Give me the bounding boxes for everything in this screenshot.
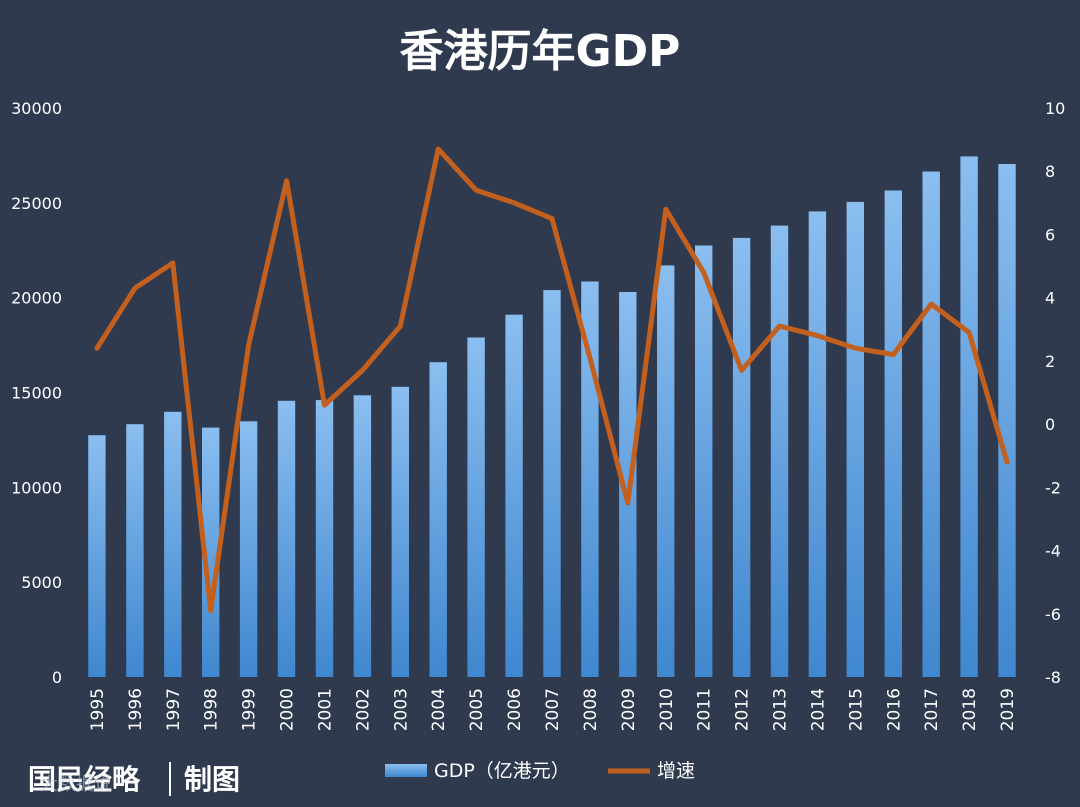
right-axis-tick-label: 0 [1045,415,1055,434]
gdp-bar [240,421,257,677]
gdp-bar [960,156,977,677]
left-axis-tick-label: 30000 [11,99,62,118]
x-axis-tick-label: 2002 [353,688,373,731]
x-axis-tick-label: 2004 [429,688,449,731]
right-axis-tick-label: 6 [1045,225,1055,244]
x-axis-tick-label: 2006 [505,688,525,731]
legend-line-label: 增速 [657,760,695,782]
gdp-bar [467,338,484,678]
x-axis-tick-label: 2013 [771,688,791,731]
x-axis-tick-label: 2009 [619,688,639,731]
gdp-bar [316,400,333,677]
left-axis-tick-label: 15000 [11,384,62,403]
gdp-bar [430,362,447,677]
x-axis-tick-label: 2000 [278,688,298,731]
bars-layer [88,156,1016,677]
left-axis-tick-label: 5000 [21,573,62,592]
x-axis-tick-label: 2019 [998,688,1018,731]
gdp-bar [543,290,560,677]
legend-bar-swatch [385,764,427,777]
x-axis-tick-label: 2012 [733,688,753,731]
right-axis-tick-label: -8 [1045,668,1061,687]
x-axis-tick-label: 2007 [543,688,563,731]
x-axis-tick-label: 2011 [695,688,715,731]
gdp-bar [809,211,826,677]
x-axis-tick-label: 1995 [88,688,108,731]
left-axis-tick-label: 25000 [11,194,62,213]
gdp-bar [392,387,409,677]
gdp-bar [695,246,712,678]
legend-bar-label: GDP（亿港元） [434,760,570,782]
gdp-bar [126,424,143,677]
right-axis-tick-label: 4 [1045,289,1055,308]
legend: GDP（亿港元） 增速 [385,760,695,782]
gdp-bar [847,202,864,677]
x-axis-tick-label: 2016 [884,688,904,731]
x-axis-tick-label: 2001 [316,688,336,731]
x-axis-tick-label: 2003 [391,688,411,731]
gdp-bar [771,226,788,677]
x-axis-tick-label: 2005 [467,688,487,731]
x-axis-tick-label: 2017 [922,688,942,731]
gdp-bar [657,265,674,677]
x-axis-tick-label: 2008 [581,688,601,731]
gdp-bar [885,191,902,678]
left-axis-tick-label: 10000 [11,478,62,497]
gdp-bar [998,164,1015,677]
x-axis-tick-label: 2015 [846,688,866,731]
gdp-bar [278,401,295,677]
right-axis-tick-label: 8 [1045,162,1055,181]
x-axis-tick-label: 2010 [657,688,677,731]
gdp-bar [164,412,181,677]
x-axis: 1995 1996 1997 1998 1999 2000 2001 2002 2003 2004… [88,688,1018,731]
right-axis-tick-label: -4 [1045,542,1061,561]
credit-watermark: 大数据说 [40,774,112,795]
right-axis-tick-label: -6 [1045,605,1061,624]
gdp-bar [88,435,105,677]
right-axis-tick-label: 10 [1045,99,1065,118]
left-axis-tick-label: 20000 [11,289,62,308]
x-axis-tick-label: 1997 [164,688,184,731]
right-axis-tick-label: 2 [1045,352,1055,371]
chart-title: 香港历年GDP [400,26,681,77]
credit: 国民经略 制图 大数据说 [28,762,240,796]
x-axis-tick-label: 1996 [126,688,146,731]
gdp-bar [354,395,371,677]
credit-right: 制图 [184,763,240,796]
left-axis-tick-label: 0 [52,668,62,687]
x-axis-tick-label: 1999 [240,688,260,731]
gdp-bar [505,315,522,677]
right-axis: -8 -6 -4 -2 0 2 4 6 8 10 [1045,99,1065,687]
x-axis-tick-label: 1998 [202,688,222,731]
x-axis-tick-label: 2018 [960,688,980,731]
right-axis-tick-label: -2 [1045,478,1061,497]
left-axis: 0 5000 10000 15000 20000 25000 30000 [11,99,62,687]
gdp-bar [733,238,750,677]
x-axis-tick-label: 2014 [808,688,828,731]
gdp-bar [923,172,940,678]
